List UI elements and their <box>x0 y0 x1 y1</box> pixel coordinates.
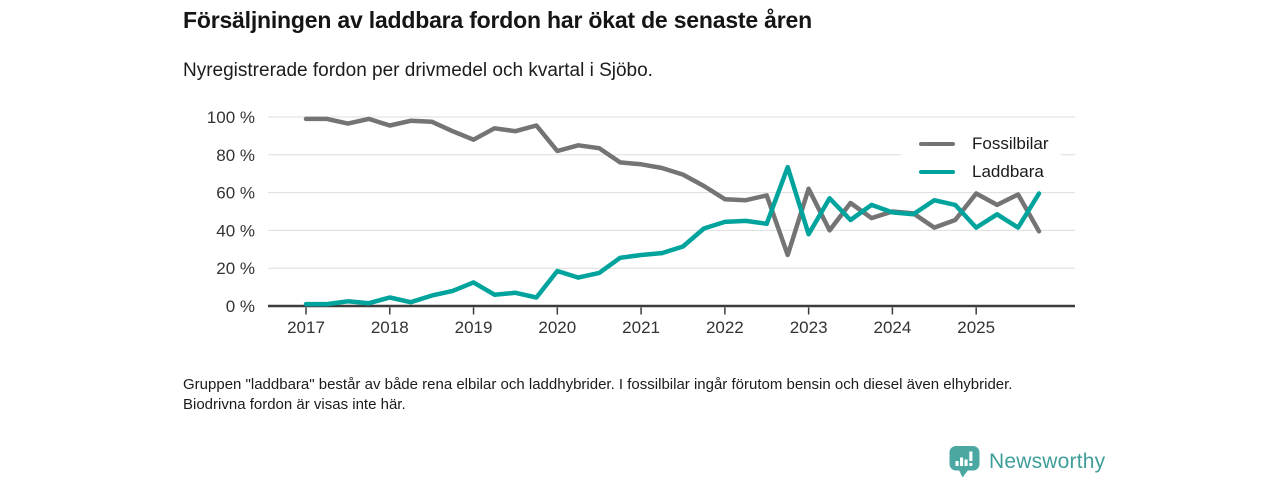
legend-label-laddbara: Laddbara <box>972 162 1044 181</box>
x-tick-label: 2024 <box>873 318 911 337</box>
x-tick-label: 2021 <box>622 318 660 337</box>
y-tick-label: 40 % <box>216 221 255 240</box>
y-tick-label: 100 % <box>207 108 255 127</box>
x-tick-label: 2025 <box>957 318 995 337</box>
newsworthy-logo-icon <box>949 446 980 478</box>
footnote: Gruppen "laddbara" består av både rena e… <box>183 376 1013 413</box>
series-line-laddbara <box>303 164 1042 307</box>
legend-item-laddbara: Laddbara <box>919 158 1049 186</box>
x-tick-label: 2017 <box>287 318 325 337</box>
x-tick-label: 2020 <box>538 318 576 337</box>
x-tick-label: 2023 <box>790 318 828 337</box>
newsworthy-wordmark: Newsworthy <box>989 449 1106 473</box>
newsworthy-branding: Newsworthy <box>949 445 1105 478</box>
legend: Fossilbilar Laddbara <box>901 128 1061 188</box>
legend-item-fossilbilar: Fossilbilar <box>919 130 1049 158</box>
legend-label-fossilbilar: Fossilbilar <box>972 134 1049 153</box>
legend-swatch-laddbara <box>919 169 955 175</box>
x-tick-label: 2022 <box>706 318 744 337</box>
x-tick-label: 2018 <box>371 318 409 337</box>
legend-swatch-fossilbilar <box>919 141 955 147</box>
y-tick-label: 60 % <box>216 184 255 203</box>
y-tick-label: 80 % <box>216 146 255 165</box>
y-tick-label: 0 % <box>226 297 255 316</box>
page-subtitle: Nyregistrerade fordon per drivmedel och … <box>183 60 653 81</box>
page-title: Försäljningen av laddbara fordon har öka… <box>183 7 812 33</box>
y-tick-label: 20 % <box>216 259 255 278</box>
x-tick-label: 2019 <box>455 318 493 337</box>
series-line-fossilbilar <box>303 116 1042 258</box>
